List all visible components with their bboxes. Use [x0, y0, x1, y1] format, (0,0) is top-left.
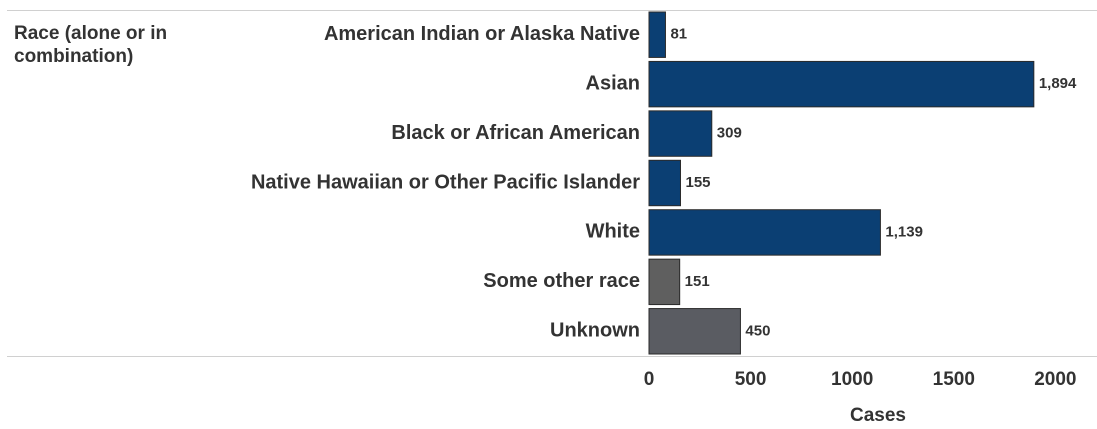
value-label: 450	[745, 322, 770, 339]
category-label: White	[586, 221, 640, 243]
category-label: Native Hawaiian or Other Pacific Islande…	[251, 171, 640, 193]
category-label: Asian	[586, 72, 640, 94]
bar	[648, 60, 1035, 108]
value-label: 81	[670, 26, 687, 43]
category-label: Unknown	[550, 320, 640, 342]
value-label: 151	[685, 273, 710, 290]
bar	[648, 308, 741, 355]
row-header: Race (alone or in combination)	[14, 23, 168, 67]
category-label: Some other race	[483, 270, 640, 292]
category-label: American Indian or Alaska Native	[324, 23, 640, 45]
x-tick-label: 500	[735, 369, 767, 390]
bar	[648, 159, 681, 207]
category-label: Black or African American	[391, 122, 640, 144]
bar	[648, 209, 881, 256]
bar	[648, 258, 681, 306]
x-axis-label: Cases	[850, 405, 906, 426]
bar	[648, 110, 713, 157]
value-label: 1,894	[1039, 75, 1077, 92]
value-label: 1,139	[885, 223, 923, 240]
x-tick-label: 1000	[831, 369, 873, 390]
x-tick-label: 1500	[933, 369, 975, 390]
x-tick-label: 2000	[1034, 369, 1076, 390]
value-label: 309	[717, 125, 742, 142]
bar	[648, 11, 666, 58]
x-tick-label: 0	[644, 369, 655, 390]
value-label: 155	[685, 174, 710, 191]
